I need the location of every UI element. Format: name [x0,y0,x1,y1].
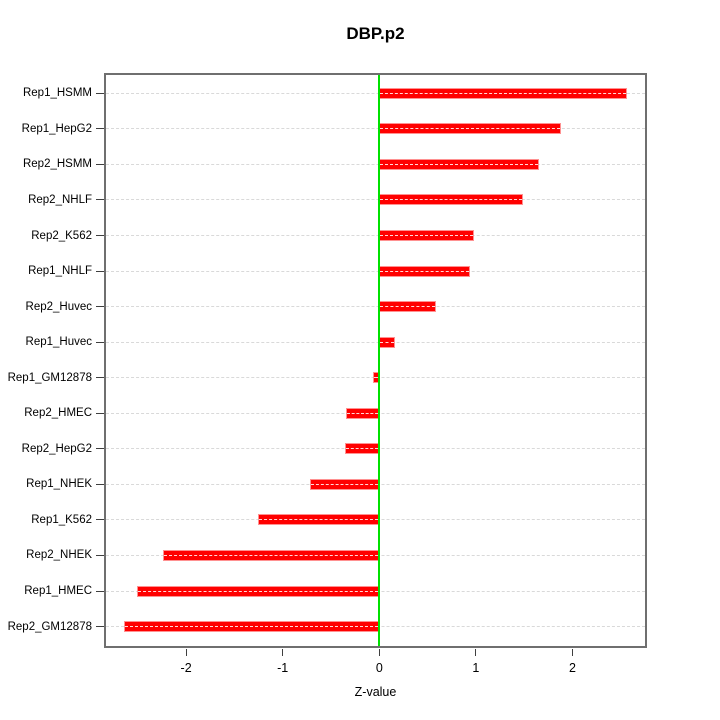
gridline [106,235,645,236]
bar-grid-dash [380,199,523,201]
gridline [106,341,645,343]
bar-grid-dash [310,483,379,485]
bar-grid-dash [380,306,436,308]
y-axis-tick [96,92,104,94]
x-tick-label: 2 [569,661,576,675]
bar-grid-dash [163,554,379,556]
y-axis-tick [96,341,104,343]
bar [379,87,627,99]
x-axis-tick [572,649,573,656]
gridline [106,306,645,308]
category-label: Rep1_HMEC [24,585,92,597]
y-axis-tick [96,199,104,201]
gridline [106,270,645,272]
category-label: Rep2_HMEC [24,407,92,420]
zero-reference-line [378,75,381,646]
y-axis-tick [96,519,104,521]
bar [379,158,539,170]
category-label: Rep2_HepG2 [21,442,92,455]
x-axis-title: Z-value [354,685,397,699]
bar-grid-dash [347,412,379,414]
category-label: Rep2_GM12878 [7,620,92,633]
bar [379,336,395,348]
chart-title: DBP.p2 [346,24,405,43]
bar-grid-dash [346,448,379,450]
bar [379,265,471,277]
category-label: Rep1_GM12878 [7,371,92,384]
bar-grid-dash [258,519,379,521]
gridline [106,163,645,165]
x-tick-label: 0 [375,661,383,675]
bar [346,407,380,419]
x-tick-label: -2 [180,661,192,675]
gridline [106,199,645,201]
bar-grid-dash [373,377,379,379]
category-label: Rep1_NHLF [28,265,92,278]
y-axis-tick [96,626,104,628]
y-axis-tick [96,448,104,450]
x-axis-tick [282,649,284,656]
category-label: Rep1_HepG2 [21,122,92,135]
y-axis-tick [96,128,104,130]
bar [379,230,474,241]
x-tick-label: -1 [277,661,289,675]
bar [379,194,524,206]
bar [257,514,380,526]
bar-grid-dash [380,163,538,165]
x-axis-tick [475,649,477,656]
y-axis-tick [96,235,104,236]
bar [379,301,437,313]
category-label: Rep2_NHEK [26,549,92,562]
y-axis-tick [96,590,104,592]
y-axis-tick [96,270,104,272]
y-axis-tick [96,163,104,165]
y-axis-tick [96,483,104,485]
gridline [106,128,645,130]
plot-box [104,73,647,648]
category-label: Rep1_K562 [31,513,92,526]
bar-grid-dash [137,590,379,592]
category-label: Rep2_K562 [31,229,92,242]
bar [309,478,380,490]
y-axis-tick [96,554,104,556]
bar [345,443,380,455]
bar [136,585,380,597]
x-axis-tick [378,649,380,656]
gridline [106,92,645,94]
bar-grid-dash [380,92,626,94]
y-axis-tick [96,306,104,308]
category-label: Rep1_NHEK [26,478,92,491]
category-label: Rep1_HSMM [22,87,92,100]
bar [162,549,380,561]
bar-grid-dash [125,626,379,628]
bar [124,621,380,633]
bar [379,123,561,135]
bar-grid-dash [380,128,560,130]
category-label: Rep1_Huvec [25,336,92,349]
y-axis-tick [96,377,104,379]
y-axis-tick [96,412,104,414]
x-axis-tick [185,649,187,656]
bar-grid-dash [380,270,470,272]
category-label: Rep2_NHLF [28,193,92,206]
category-label: Rep2_HSMM [22,158,92,171]
bar-grid-dash [380,235,473,236]
x-tick-label: 1 [472,661,480,675]
bar-grid-dash [380,341,394,343]
category-label: Rep2_Huvec [25,300,92,313]
